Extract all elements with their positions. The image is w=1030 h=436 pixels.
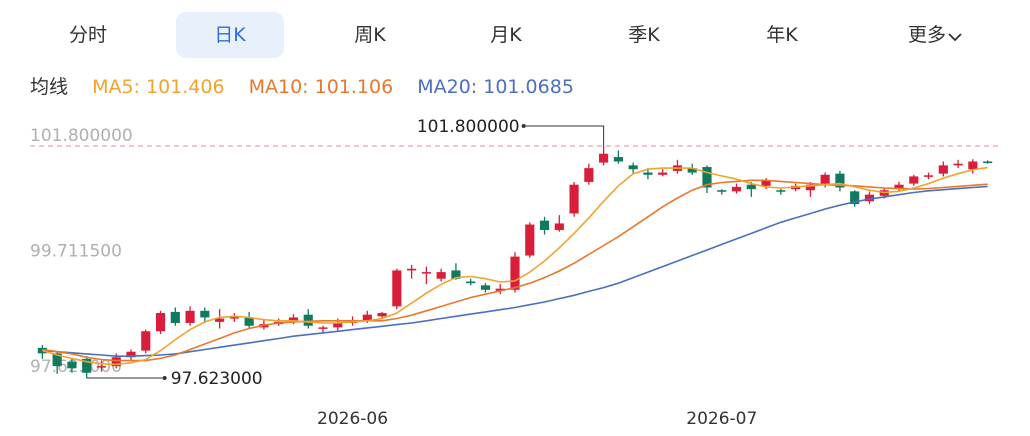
tab-yearly-k[interactable]: 年K	[742, 12, 822, 58]
candle-body	[303, 314, 313, 326]
candle-body	[96, 366, 107, 368]
max-annotation-dot	[521, 124, 526, 128]
candle-body	[421, 272, 431, 274]
candle-body	[968, 161, 978, 170]
candle-body	[599, 153, 609, 163]
candle-body	[141, 331, 151, 351]
tab-label: 月K	[490, 24, 522, 46]
ma5-line	[42, 166, 988, 366]
max-annotation-label: 101.800000	[417, 117, 520, 137]
candle-body	[436, 272, 446, 279]
candle-body	[953, 163, 963, 166]
chevron-down-icon	[948, 13, 962, 59]
tab-label: 更多	[907, 24, 946, 46]
candle-body	[525, 224, 535, 256]
x-tick-label: 2026-06	[317, 409, 388, 429]
ma10-value: MA10: 101.106	[248, 76, 394, 98]
candle-body	[392, 270, 402, 307]
period-tabs: 分时 日K 周K 月K 季K 年K 更多	[0, 12, 1030, 60]
candle-body	[451, 270, 461, 279]
ma-legend: 均线 MA5: 101.406 MA10: 101.106 MA20: 101.…	[30, 72, 592, 99]
ma-title: 均线	[30, 76, 69, 98]
min-annotation-dot	[162, 376, 167, 380]
candle-body	[407, 268, 417, 271]
candle-body	[658, 172, 668, 175]
candle-body	[909, 176, 919, 184]
tab-weekly-k[interactable]: 周K	[330, 12, 410, 58]
candle-body	[362, 314, 372, 321]
min-annotation-leader	[86, 377, 165, 379]
candle-body	[185, 310, 195, 323]
candle-body	[377, 313, 387, 317]
candle-body	[820, 174, 830, 184]
candle-body	[466, 281, 476, 284]
candle-body	[215, 318, 225, 322]
candle-body	[37, 347, 47, 354]
candle-body	[687, 168, 697, 173]
tab-intraday[interactable]: 分时	[48, 12, 128, 58]
candle-body	[731, 186, 742, 192]
candle-body	[628, 165, 638, 170]
tab-daily-k[interactable]: 日K	[176, 12, 284, 58]
candle-body	[835, 173, 845, 188]
candle-body	[554, 223, 564, 231]
y-tick-label: 99.711500	[30, 242, 122, 262]
candle-body	[318, 327, 328, 329]
tab-label: 日K	[214, 24, 246, 46]
candle-body	[82, 358, 92, 373]
candle-body	[170, 311, 180, 323]
tab-label: 周K	[354, 24, 386, 46]
tab-label: 年K	[766, 24, 798, 46]
candle-body	[67, 361, 77, 369]
ma20-line	[42, 185, 988, 358]
candle-body	[333, 322, 343, 328]
candle-body	[805, 184, 815, 191]
min-annotation-label: 97.623000	[171, 369, 263, 389]
candle-body	[229, 316, 239, 319]
candle-body	[746, 184, 756, 190]
y-tick-label: 101.800000	[30, 126, 133, 146]
ma20-value: MA20: 101.0685	[417, 76, 574, 98]
candle-body	[480, 285, 491, 290]
candle-body	[510, 256, 520, 290]
candle-body	[938, 165, 948, 174]
candle-body	[894, 184, 904, 190]
candle-body	[155, 313, 166, 332]
candle-body	[643, 172, 653, 175]
candle-body	[613, 157, 623, 162]
tab-label: 分时	[68, 24, 107, 46]
candle-body	[761, 180, 771, 186]
tab-label: 季K	[628, 24, 660, 46]
candle-body	[923, 175, 934, 177]
candle-body	[495, 288, 505, 291]
candle-body	[717, 190, 727, 192]
candle-body	[983, 161, 993, 163]
candle-body	[244, 317, 254, 326]
candle-body	[702, 167, 712, 188]
candle-body	[864, 194, 875, 202]
candle-body	[126, 351, 136, 358]
candle-body	[584, 168, 594, 182]
candle-body	[200, 310, 210, 318]
candle-body	[850, 191, 860, 205]
ma5-value: MA5: 101.406	[92, 76, 225, 98]
tab-monthly-k[interactable]: 月K	[466, 12, 546, 58]
x-tick-label: 2026-07	[686, 409, 757, 429]
candle-body	[569, 184, 579, 214]
candle-body	[288, 317, 299, 322]
max-annotation-leader	[523, 125, 605, 146]
tab-more[interactable]: 更多	[890, 12, 980, 58]
tab-quarterly-k[interactable]: 季K	[604, 12, 684, 58]
candle-body	[539, 220, 550, 231]
candle-body	[776, 190, 786, 192]
candle-body	[52, 353, 62, 367]
candle-body	[111, 357, 121, 367]
